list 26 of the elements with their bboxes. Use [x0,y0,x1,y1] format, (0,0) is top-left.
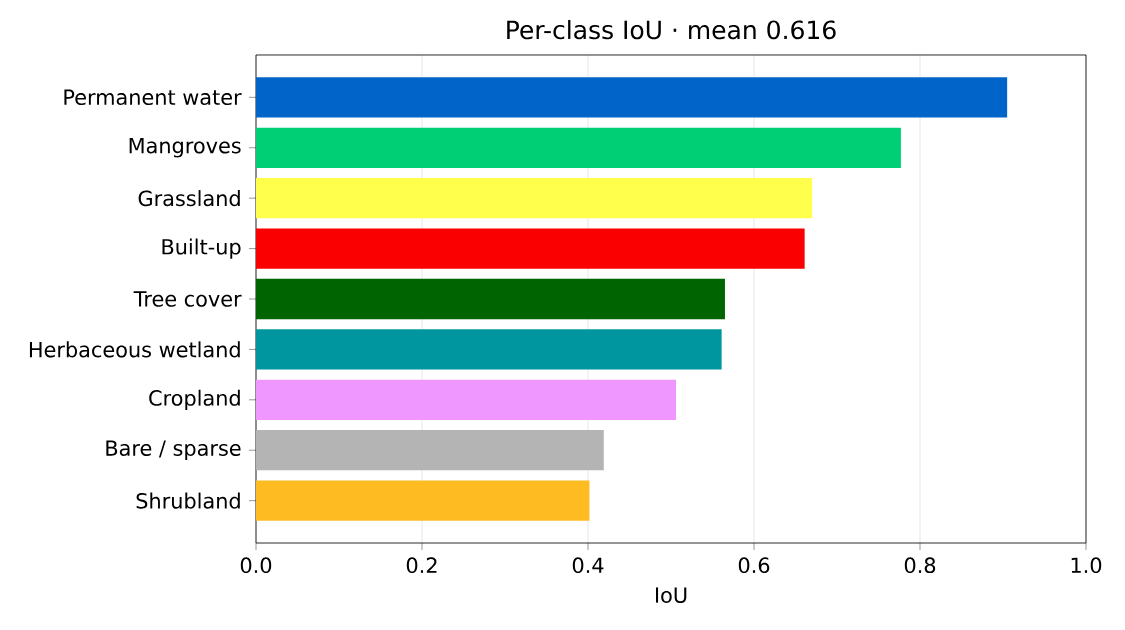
x-axis-title: IoU [656,587,687,603]
bar [256,430,604,471]
bar [256,77,1008,118]
bar [256,480,590,521]
bar [256,379,676,420]
bar [256,228,805,269]
y-tick-label: Tree cover [133,291,242,307]
y-tick-label: Mangroves [129,137,241,158]
y-tick-label: Cropland [149,389,240,410]
bar [256,127,901,168]
y-tick-label: Permanent water [64,89,242,106]
y-tick-label: Shrubland [136,492,240,509]
x-tick-label: 0.8 [904,557,936,574]
chart-title: Per-class IoU · mean 0.616 [507,19,836,40]
y-tick-label: Grassland [138,190,240,207]
bar [256,178,813,219]
x-tick-label: 0.6 [738,557,770,574]
y-tick-label: Built-up [162,238,241,259]
y-tick-label: Bare / sparse [106,440,241,461]
bar [256,329,722,370]
bar [256,278,725,320]
x-tick-label: 1.0 [1071,557,1102,574]
x-tick-label: 0.2 [406,557,437,574]
y-tick-label: Herbaceous wetland [29,341,240,358]
x-tick-label: 0.4 [572,557,604,574]
x-tick-label: 0.0 [240,557,272,574]
